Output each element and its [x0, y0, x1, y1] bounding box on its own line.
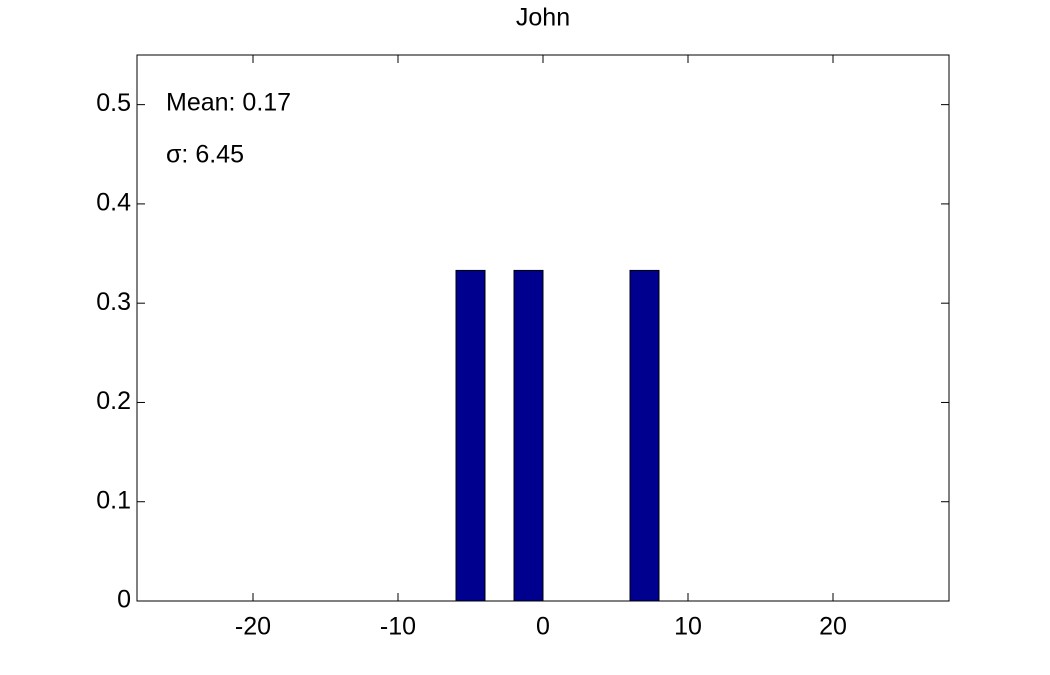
y-tick-label: 0.2 [96, 387, 131, 415]
annotation: Mean: 0.17 [166, 89, 291, 117]
x-tick-label: 20 [819, 613, 847, 641]
y-tick-label: 0 [117, 586, 131, 614]
x-tick-label: 0 [536, 613, 550, 641]
y-tick-label: 0.5 [96, 89, 131, 117]
bar [513, 269, 544, 602]
x-tick-label: -20 [235, 613, 271, 641]
y-tick-label: 0.3 [96, 288, 131, 316]
chart-title: John [516, 4, 570, 32]
annotation: σ: 6.45 [166, 141, 244, 169]
bar [629, 269, 660, 602]
x-tick-label: 10 [674, 613, 702, 641]
y-tick-label: 0.4 [96, 189, 131, 217]
bar [455, 269, 486, 602]
y-tick-label: 0.1 [96, 486, 131, 514]
x-tick-label: -10 [380, 613, 416, 641]
